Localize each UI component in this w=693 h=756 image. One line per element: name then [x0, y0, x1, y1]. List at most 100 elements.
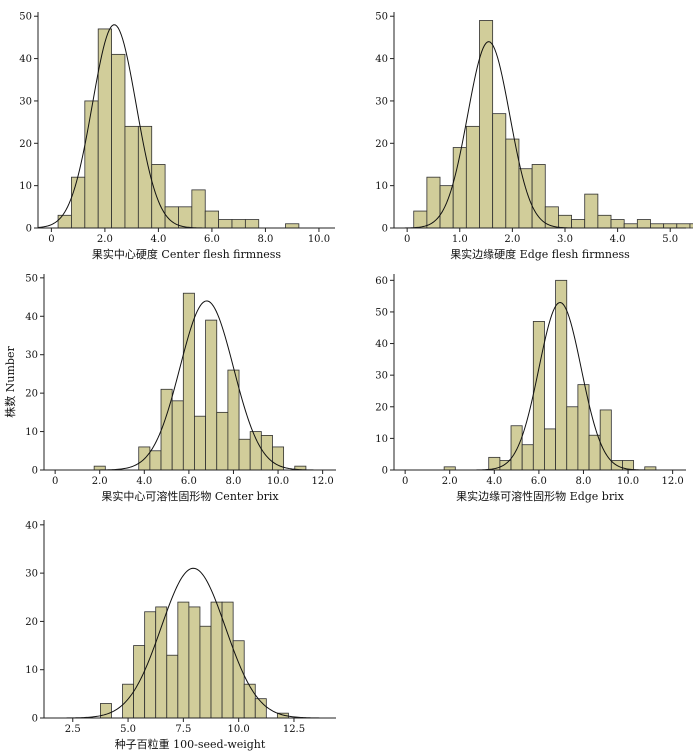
- bar-edge-flesh-firmness-21: [689, 223, 693, 229]
- x-axis-title-edge-flesh-firmness: 果实边缘硬度 Edge flesh firmness: [450, 247, 630, 261]
- bar-edge-brix-2: [499, 460, 512, 471]
- bar-edge-flesh-firmness-9: [531, 164, 546, 229]
- y-tick-label-center-flesh-firmness-1: 10: [19, 181, 32, 192]
- x-tick-label-center-brix-4: 8.0: [226, 476, 242, 487]
- bar-edge-flesh-firmness-14: [597, 214, 612, 229]
- y-tick-label-edge-brix-0: 0: [382, 466, 388, 477]
- y-tick-label-center-flesh-firmness-4: 40: [19, 54, 32, 65]
- y-tick-label-edge-flesh-firmness-0: 0: [382, 224, 388, 235]
- bar-seed-weight-12: [243, 683, 256, 719]
- histogram-panel-edge-flesh-firmness: 0 1.0 2.0 3.0 4.0 5.0 0 10 20 30 40 50 果实边缘硬度 Edge f…: [375, 12, 693, 261]
- x-tick-label-edge-brix-5: 10.0: [617, 476, 639, 487]
- bar-center-brix-4: [171, 400, 184, 471]
- x-tick-label-edge-brix-0: 0: [402, 476, 408, 487]
- bar-edge-flesh-firmness-20: [676, 223, 691, 229]
- y-tick-label-center-flesh-firmness-3: 30: [19, 96, 32, 107]
- bar-center-flesh-firmness-9: [178, 206, 193, 229]
- x-tick-label-center-brix-0: 0: [52, 476, 58, 487]
- x-tick-label-seed-weight-1: 5.0: [120, 724, 136, 735]
- bar-edge-flesh-firmness-8: [518, 168, 533, 229]
- global-y-axis-label: 株数 Number: [3, 346, 17, 418]
- y-tick-label-seed-weight-3: 30: [25, 569, 38, 580]
- y-tick-label-edge-flesh-firmness-1: 10: [375, 181, 388, 192]
- y-tick-label-center-brix-1: 10: [25, 427, 38, 438]
- bar-center-brix-10: [238, 438, 251, 471]
- bar-edge-flesh-firmness-16: [623, 223, 638, 229]
- y-tick-label-edge-flesh-firmness-5: 50: [375, 12, 388, 23]
- bar-seed-weight-3: [144, 611, 157, 719]
- bar-edge-brix-7: [555, 279, 568, 471]
- bar-center-flesh-firmness-5: [124, 125, 139, 229]
- bar-center-flesh-firmness-15: [285, 223, 300, 229]
- x-tick-label-edge-flesh-firmness-4: 4.0: [610, 234, 626, 245]
- y-tick-label-seed-weight-4: 40: [25, 520, 38, 531]
- bar-edge-flesh-firmness-3: [452, 147, 467, 229]
- x-tick-label-seed-weight-0: 2.5: [65, 724, 81, 735]
- bar-center-flesh-firmness-4: [111, 53, 126, 229]
- bar-center-brix-7: [205, 319, 218, 471]
- bar-center-flesh-firmness-1: [71, 176, 86, 229]
- bar-edge-flesh-firmness-18: [650, 223, 665, 229]
- bar-edge-brix-5: [532, 321, 545, 471]
- x-axis-title-seed-weight: 种子百粒重 100-seed-weight: [115, 737, 266, 751]
- x-tick-label-center-brix-3: 6.0: [181, 476, 197, 487]
- y-tick-label-seed-weight-0: 0: [32, 714, 38, 725]
- x-tick-label-edge-brix-1: 2.0: [442, 476, 458, 487]
- x-tick-label-center-flesh-firmness-3: 6.0: [204, 234, 220, 245]
- histogram-panel-seed-weight: 2.5 5.0 7.5 10.0 12.5 0 10 20 30 40 种子百粒重 100-seed…: [25, 520, 336, 751]
- bar-edge-flesh-firmness-4: [465, 125, 480, 229]
- x-tick-label-edge-flesh-firmness-3: 3.0: [557, 234, 573, 245]
- y-tick-label-edge-flesh-firmness-4: 40: [375, 54, 388, 65]
- bar-seed-weight-4: [155, 606, 168, 719]
- bar-center-flesh-firmness-14: [244, 219, 260, 229]
- bar-edge-flesh-firmness-12: [571, 219, 586, 229]
- x-tick-label-edge-flesh-firmness-5: 5.0: [662, 234, 678, 245]
- bar-edge-brix-11: [599, 409, 612, 471]
- bar-edge-brix-10: [588, 434, 601, 471]
- bar-center-flesh-firmness-6: [137, 125, 153, 229]
- bar-edge-flesh-firmness-0: [413, 210, 428, 229]
- x-tick-label-center-brix-2: 4.0: [136, 476, 152, 487]
- bar-seed-weight-5: [166, 654, 179, 719]
- bar-edge-flesh-firmness-13: [584, 193, 599, 229]
- x-tick-label-center-brix-5: 10.0: [267, 476, 289, 487]
- y-tick-label-edge-brix-4: 40: [375, 339, 388, 350]
- x-tick-label-center-flesh-firmness-0: 0: [48, 234, 54, 245]
- x-tick-label-center-brix-6: 12.0: [311, 476, 333, 487]
- bar-edge-flesh-firmness-2: [439, 185, 454, 229]
- y-tick-label-seed-weight-2: 20: [25, 617, 38, 628]
- bar-center-flesh-firmness-10: [191, 189, 206, 229]
- bar-edge-brix-8: [566, 406, 579, 471]
- bar-center-brix-2: [149, 450, 162, 471]
- bar-seed-weight-7: [188, 606, 201, 719]
- bar-edge-flesh-firmness-10: [544, 206, 559, 229]
- bar-center-flesh-firmness-0: [57, 214, 72, 229]
- x-tick-label-edge-brix-3: 6.0: [531, 476, 547, 487]
- y-tick-label-center-brix-4: 40: [25, 312, 38, 323]
- histogram-panel-edge-brix: 0 2.0 4.0 6.0 8.0 10.0 12.0 0 10 20 30 40 50 60 果实边缘可溶…: [375, 274, 686, 503]
- bar-edge-brix-3: [510, 425, 523, 471]
- bar-center-brix-12: [260, 435, 273, 471]
- bar-edge-brix-6: [544, 428, 557, 471]
- bar-center-flesh-firmness-2: [84, 100, 99, 229]
- y-tick-label-seed-weight-1: 10: [25, 665, 38, 676]
- x-axis-title-center-flesh-firmness: 果实中心硬度 Center flesh firmness: [92, 247, 282, 261]
- bar-seed-weight-6: [177, 601, 190, 719]
- x-axis-title-edge-brix: 果实边缘可溶性固形物 Edge brix: [456, 489, 624, 503]
- bar-edge-flesh-firmness-19: [663, 223, 678, 229]
- y-tick-label-center-brix-2: 20: [25, 389, 38, 400]
- x-tick-label-seed-weight-3: 10.0: [228, 724, 250, 735]
- y-tick-label-center-brix-5: 50: [25, 273, 38, 284]
- y-tick-label-center-brix-3: 30: [25, 350, 38, 361]
- x-tick-label-edge-brix-4: 8.0: [576, 476, 592, 487]
- x-tick-label-edge-brix-6: 12.0: [661, 476, 683, 487]
- bar-center-brix-6: [194, 415, 207, 471]
- bar-center-flesh-firmness-7: [151, 164, 166, 229]
- x-tick-label-seed-weight-2: 7.5: [175, 724, 191, 735]
- y-tick-label-edge-brix-2: 20: [375, 402, 388, 413]
- x-tick-label-center-flesh-firmness-5: 10.0: [308, 234, 330, 245]
- y-tick-label-edge-brix-3: 30: [375, 371, 388, 382]
- y-tick-label-center-flesh-firmness-0: 0: [26, 224, 32, 235]
- bar-seed-weight-8: [199, 625, 212, 719]
